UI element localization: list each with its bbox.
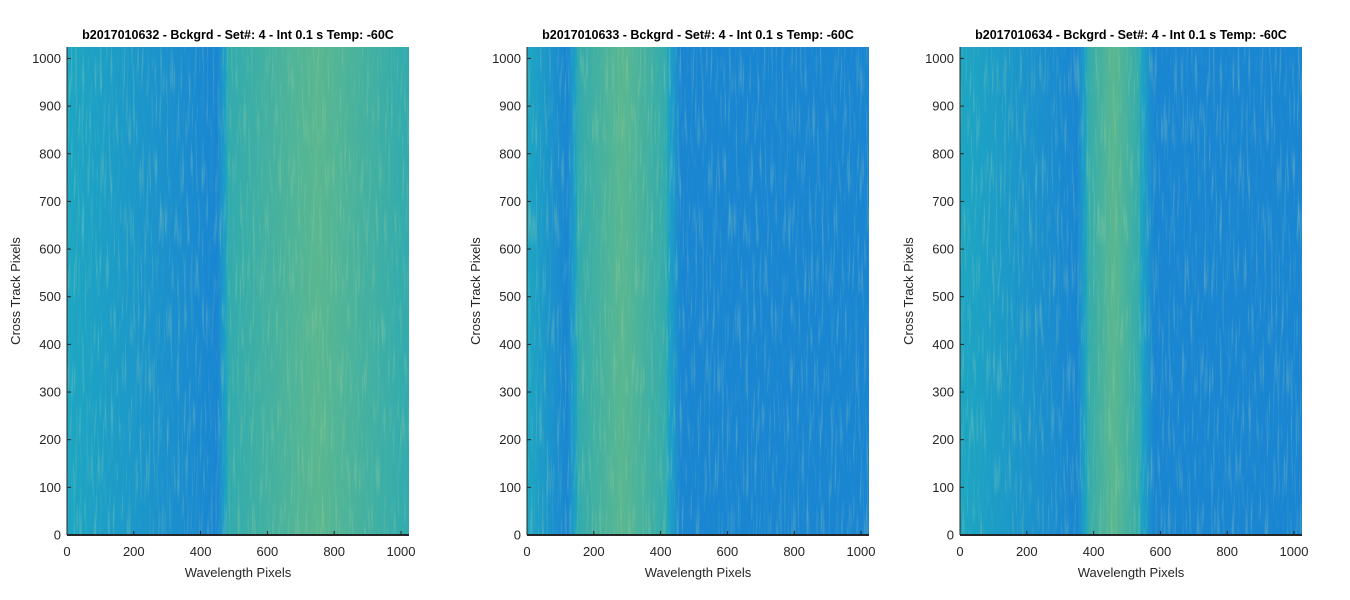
heatmap-noise: [67, 47, 409, 535]
y-tick-label: 900: [499, 99, 521, 114]
bright-band: [227, 47, 409, 535]
y-tick-label: 200: [39, 432, 61, 447]
y-tick-label: 300: [39, 385, 61, 400]
chart-title: b2017010634 - Bckgrd - Set#: 4 - Int 0.1…: [975, 28, 1287, 42]
x-tick-label: 200: [583, 544, 605, 559]
y-tick-label: 800: [39, 146, 61, 161]
x-tick-label: 800: [323, 544, 345, 559]
y-tick-label: 700: [499, 194, 521, 209]
x-tick-label: 800: [1216, 544, 1238, 559]
x-tick-label: 1000: [387, 544, 416, 559]
heatmap-noise: [960, 47, 1302, 535]
y-tick-label: 400: [39, 337, 61, 352]
y-axis-label: Cross Track Pixels: [8, 237, 23, 345]
y-tick-label: 300: [499, 385, 521, 400]
x-tick-label: 600: [717, 544, 739, 559]
y-axis-label: Cross Track Pixels: [468, 237, 483, 345]
chart-panel-1: 0 200 400 600 800 1000 0 100 200 300 400 500 600 700 8…: [8, 28, 415, 580]
bright-band: [577, 47, 668, 535]
chart-title: b2017010633 - Bckgrd - Set#: 4 - Int 0.1…: [542, 28, 854, 42]
y-tick-label: 200: [499, 432, 521, 447]
x-tick-label: 200: [1016, 544, 1038, 559]
x-tick-label: 200: [123, 544, 145, 559]
y-tick-label: 600: [932, 242, 954, 257]
y-tick-label: 300: [932, 385, 954, 400]
y-tick-label: 600: [499, 242, 521, 257]
x-tick-label: 0: [523, 544, 530, 559]
x-tick-label: 400: [190, 544, 212, 559]
y-tick-label: 800: [932, 146, 954, 161]
y-tick-label: 900: [39, 99, 61, 114]
x-axis-label: Wavelength Pixels: [1078, 565, 1185, 580]
x-tick-label: 0: [956, 544, 963, 559]
y-tick-label: 500: [499, 289, 521, 304]
x-axis-label: Wavelength Pixels: [185, 565, 292, 580]
y-tick-label: 1000: [32, 51, 61, 66]
y-tick-label: 100: [499, 480, 521, 495]
x-tick-label: 1000: [847, 544, 876, 559]
y-tick-label: 500: [39, 289, 61, 304]
y-tick-label: 100: [932, 480, 954, 495]
x-tick-label: 400: [1083, 544, 1105, 559]
y-tick-label: 0: [54, 528, 61, 543]
y-tick-label: 0: [947, 528, 954, 543]
y-axis-label: Cross Track Pixels: [901, 237, 916, 345]
x-axis-label: Wavelength Pixels: [645, 565, 752, 580]
y-tick-label: 1000: [925, 51, 954, 66]
y-tick-label: 1000: [492, 51, 521, 66]
y-tick-label: 800: [499, 146, 521, 161]
y-tick-label: 700: [932, 194, 954, 209]
x-tick-label: 800: [783, 544, 805, 559]
y-tick-label: 400: [932, 337, 954, 352]
chart-title: b2017010632 - Bckgrd - Set#: 4 - Int 0.1…: [82, 28, 394, 42]
y-tick-label: 500: [932, 289, 954, 304]
y-tick-label: 900: [932, 99, 954, 114]
y-tick-label: 200: [932, 432, 954, 447]
x-tick-label: 1000: [1280, 544, 1309, 559]
y-tick-label: 100: [39, 480, 61, 495]
bright-band: [1086, 47, 1141, 535]
x-tick-label: 600: [1150, 544, 1172, 559]
heatmap-noise: [527, 47, 869, 535]
y-tick-label: 400: [499, 337, 521, 352]
chart-panel-2: 0 200 400 600 800 1000 0 100 200 300 400 500 600 700 8…: [468, 28, 875, 580]
chart-panel-3: 0 200 400 600 800 1000 0 100 200 300 400 500 600 700 8…: [901, 28, 1308, 580]
y-tick-label: 700: [39, 194, 61, 209]
x-tick-label: 600: [257, 544, 279, 559]
y-tick-label: 600: [39, 242, 61, 257]
x-tick-label: 0: [63, 544, 70, 559]
y-tick-label: 0: [514, 528, 521, 543]
x-tick-label: 400: [650, 544, 672, 559]
